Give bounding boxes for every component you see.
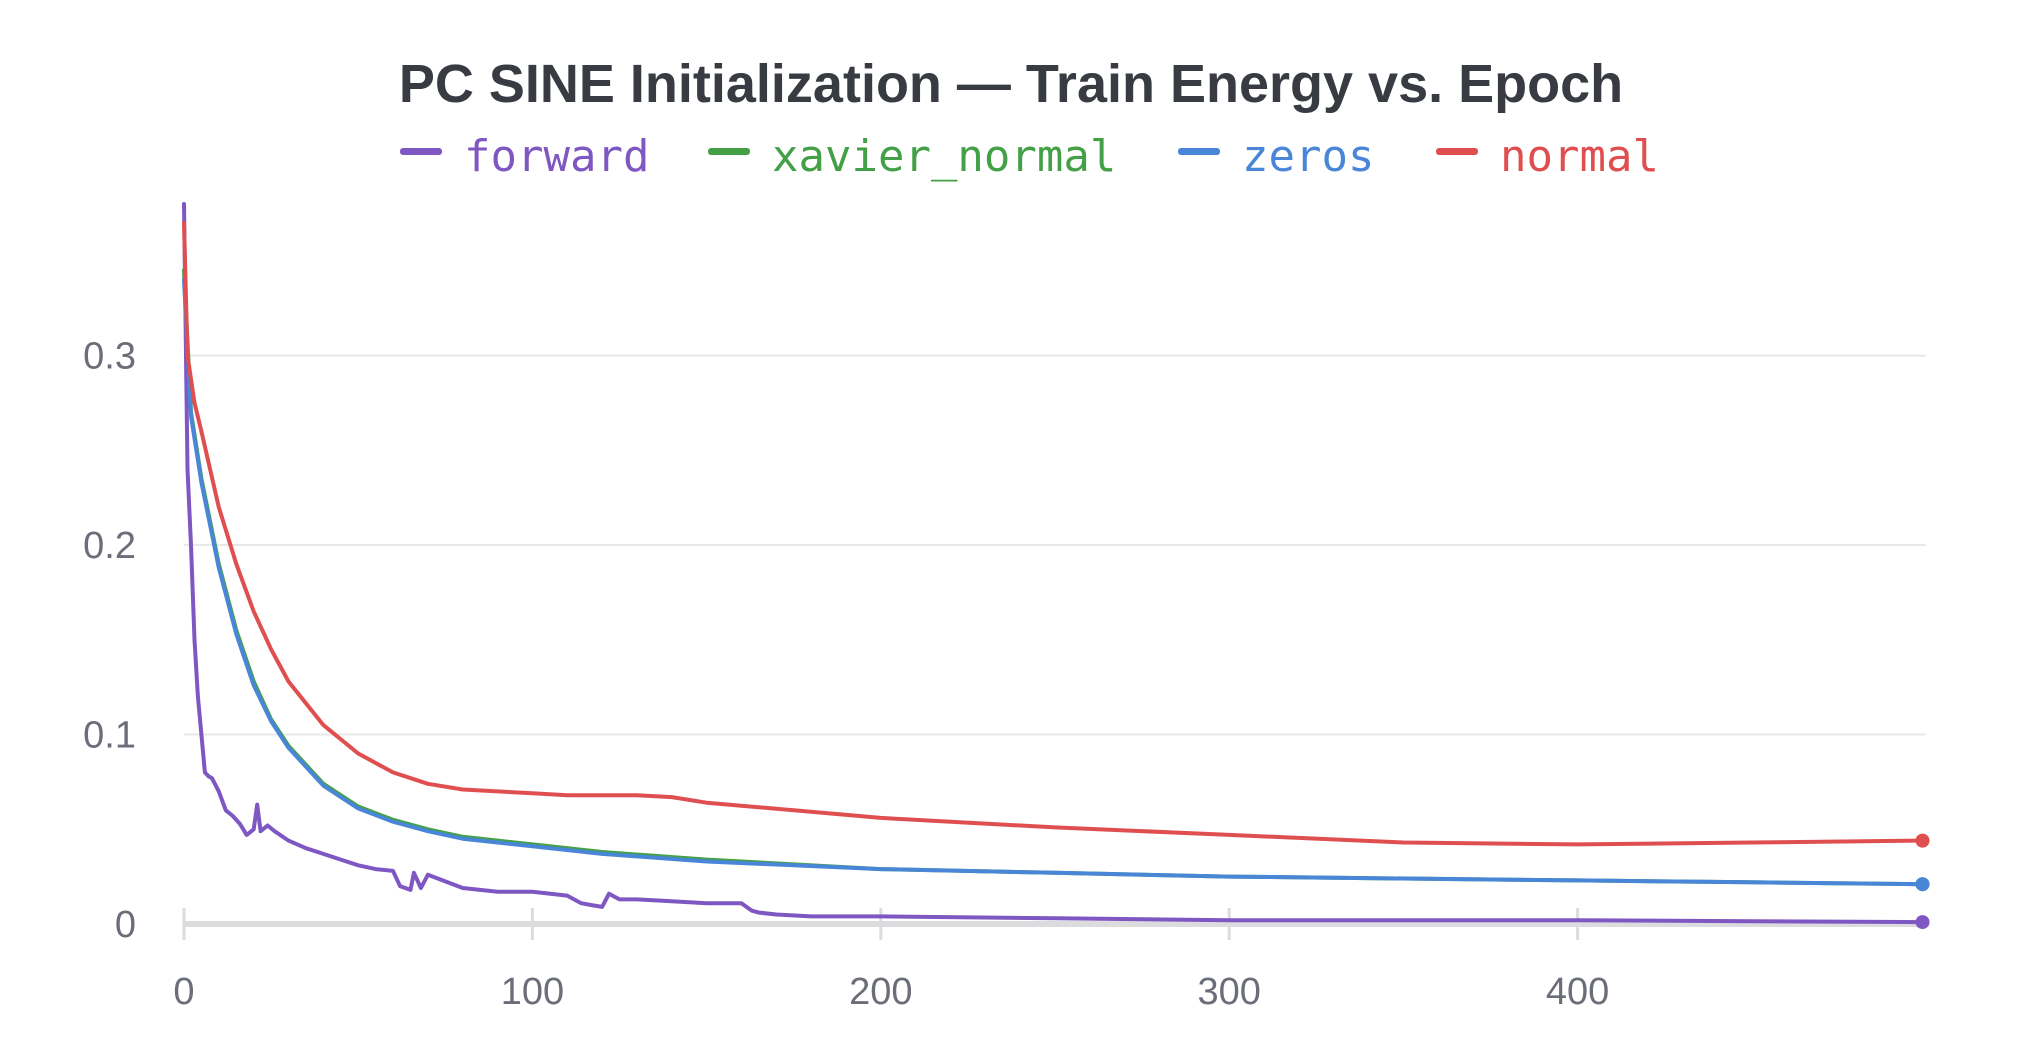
x-tick-label: 0 [173, 971, 194, 1013]
legend-label: xavier_normal [772, 131, 1116, 182]
x-tick-label: 200 [849, 971, 912, 1013]
y-tick-label: 0.1 [83, 715, 136, 757]
series-end-point [1915, 833, 1930, 848]
x-tick-label: 300 [1197, 971, 1260, 1013]
plot-area [182, 202, 1930, 930]
x-tick-label: 400 [1546, 971, 1609, 1013]
series-line-forward [182, 202, 1925, 925]
y-axis: 0 0.1 0.2 0.3 [83, 336, 136, 946]
legend-swatch [1178, 148, 1220, 155]
y-tick-label: 0.3 [83, 336, 136, 378]
y-tick-label: 0 [115, 904, 136, 946]
x-axis: 0 100 200 300 400 [173, 908, 1926, 1013]
legend-label: normal [1500, 131, 1659, 182]
legend-label: forward [464, 131, 649, 182]
chart-title: PC SINE Initialization — Train Energy vs… [399, 54, 1623, 114]
x-tick-label: 100 [501, 971, 564, 1013]
legend-swatch [1436, 148, 1478, 155]
legend-swatch [708, 148, 750, 155]
series-end-point [1915, 915, 1930, 930]
series-line-normal [182, 220, 1925, 847]
grid [184, 354, 1926, 736]
legend: forward xavier_normal zeros normal [400, 131, 1659, 182]
series-line-xavier-normal [182, 268, 1925, 887]
series-line-zeros [182, 277, 1925, 887]
y-tick-label: 0.2 [83, 525, 136, 567]
legend-swatch [400, 148, 442, 155]
legend-label: zeros [1242, 131, 1374, 182]
series-end-point [1915, 877, 1930, 892]
